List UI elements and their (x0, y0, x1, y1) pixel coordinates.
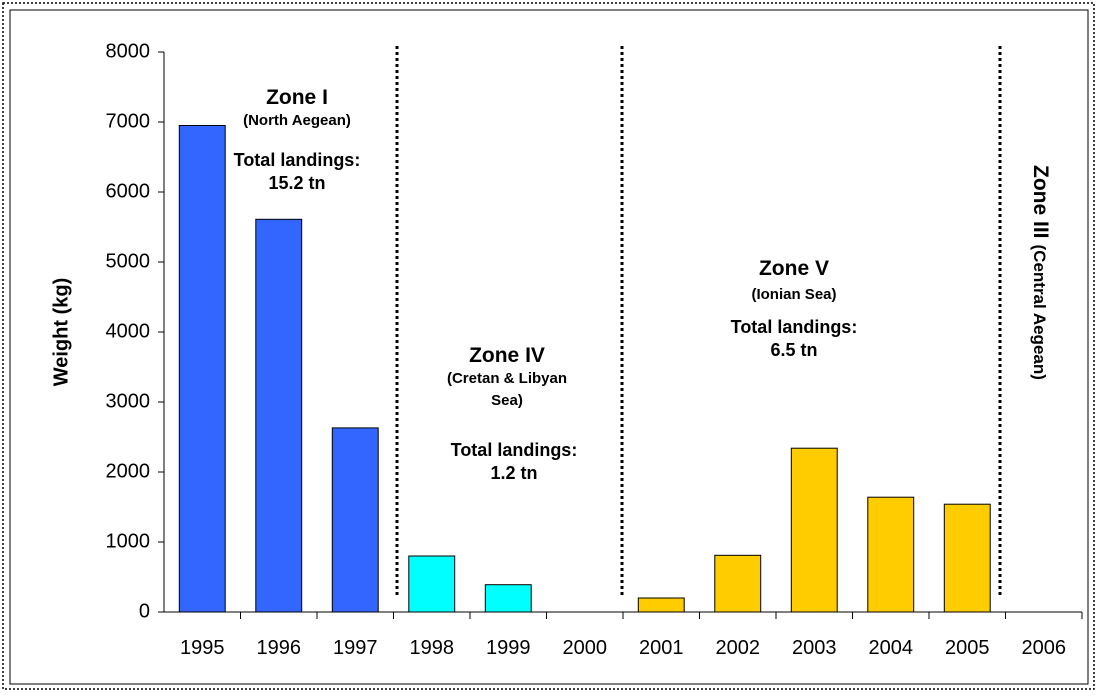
bar (408, 555, 456, 613)
bar (867, 496, 915, 613)
zone-label: Zone I (266, 86, 328, 109)
zone-label: Zone III (1029, 165, 1052, 239)
zone-area: (Central Aegean) (1030, 245, 1049, 380)
x-tick-label: 1999 (486, 637, 531, 659)
zone-label: Zone V (759, 257, 829, 280)
x-tick-label: 1998 (410, 637, 455, 659)
bar (790, 447, 838, 613)
zone-area: (North Aegean) (243, 112, 351, 129)
x-tick-label: 2001 (639, 637, 684, 659)
y-tick-label: 6000 (106, 180, 151, 202)
y-tick-label: 5000 (106, 250, 151, 272)
bar (943, 503, 991, 613)
bar (255, 218, 303, 613)
zone-label-vertical: Zone III (Central Aegean) (1029, 165, 1052, 380)
x-tick-label: 2002 (716, 637, 761, 659)
y-tick-label: 2000 (106, 460, 151, 482)
bar (331, 427, 379, 613)
zone-total: 6.5 tn (770, 340, 817, 360)
zone-area: (Ionian Sea) (751, 286, 836, 303)
y-axis-label: Weight (kg) (50, 278, 72, 387)
x-tick-label: 2006 (1022, 637, 1067, 659)
zone-area: Sea) (491, 392, 523, 409)
x-tick-label: 1996 (257, 637, 302, 659)
zone-total: Total landings: (234, 150, 361, 170)
zone-total: Total landings: (731, 317, 858, 337)
x-tick-label: 1997 (333, 637, 378, 659)
bar (714, 554, 762, 613)
zone-total: Total landings: (451, 440, 578, 460)
bar (637, 597, 685, 613)
bar (484, 584, 532, 613)
y-tick-label: 1000 (106, 530, 151, 552)
x-tick-label: 2000 (563, 637, 608, 659)
zone-total: 1.2 tn (490, 463, 537, 483)
y-tick-label: 4000 (106, 320, 151, 342)
zone-label: Zone IV (469, 344, 545, 367)
y-tick-label: 8000 (106, 40, 151, 62)
x-tick-label: 2005 (945, 637, 990, 659)
y-tick-label: 3000 (106, 390, 151, 412)
x-tick-label: 2004 (869, 637, 914, 659)
y-tick-label: 0 (139, 600, 150, 622)
bar (178, 125, 226, 613)
y-tick-label: 7000 (106, 110, 151, 132)
chart-border (9, 9, 1089, 685)
zone-area: (Cretan & Libyan (447, 370, 567, 387)
zone-total: 15.2 tn (268, 173, 325, 193)
x-tick-label: 2003 (792, 637, 837, 659)
x-tick-label: 1995 (180, 637, 225, 659)
